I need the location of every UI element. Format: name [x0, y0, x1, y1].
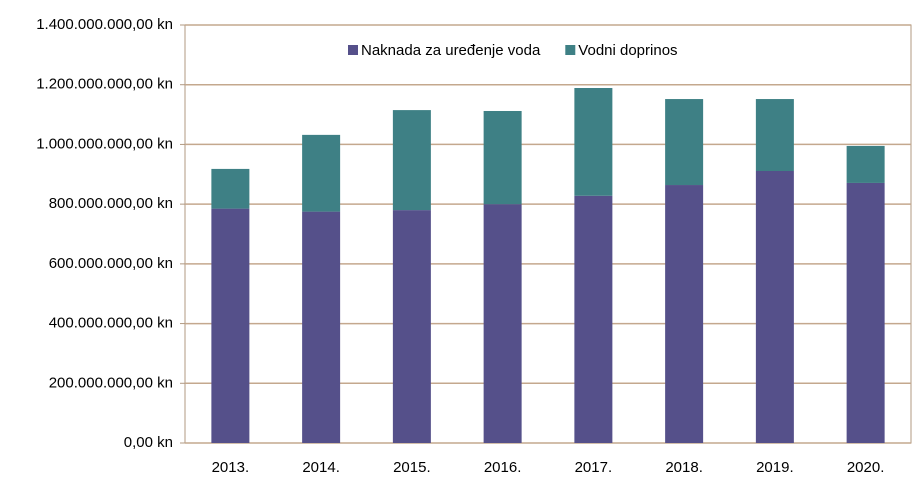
- bar-segment: [665, 99, 704, 186]
- bar-segment: [392, 210, 431, 443]
- y-tick-label: 1.000.000.000,00 kn: [36, 135, 173, 152]
- bar-segment: [302, 134, 341, 212]
- bar-segment: [483, 110, 522, 205]
- legend-swatch: [348, 45, 358, 55]
- y-tick-label: 0,00 kn: [124, 434, 173, 451]
- x-tick-label: 2017.: [575, 459, 613, 476]
- bar-segment: [574, 87, 613, 196]
- y-tick-label: 1.400.000.000,00 kn: [36, 16, 173, 33]
- y-tick-label: 1.200.000.000,00 kn: [36, 76, 173, 93]
- x-tick-label: 2014.: [302, 459, 340, 476]
- bar-segment: [846, 145, 885, 183]
- x-tick-label: 2020.: [847, 459, 885, 476]
- legend-swatch: [565, 45, 576, 55]
- bar-segment: [302, 211, 341, 443]
- bar-segment: [755, 99, 794, 172]
- x-tick-label: 2015.: [393, 459, 431, 476]
- bar-segment: [211, 208, 250, 443]
- bar-segment: [755, 171, 794, 443]
- legend-label: Naknada za uređenje voda: [361, 42, 541, 59]
- bar-segment: [846, 182, 885, 444]
- y-tick-label: 800.000.000,00 kn: [49, 195, 173, 212]
- plot-area: [184, 24, 912, 444]
- y-tick-label: 200.000.000,00 kn: [49, 374, 173, 391]
- x-tick-label: 2016.: [484, 459, 522, 476]
- bar-segment: [483, 204, 522, 443]
- y-tick-label: 400.000.000,00 kn: [49, 315, 173, 332]
- bar-segment: [574, 195, 613, 443]
- x-tick-label: 2019.: [756, 459, 794, 476]
- bar-segment: [665, 185, 704, 443]
- x-tick-label: 2018.: [665, 459, 703, 476]
- y-tick-label: 600.000.000,00 kn: [49, 255, 173, 272]
- bar-segment: [392, 110, 431, 211]
- bar-segment: [211, 168, 250, 209]
- legend-label: Vodni doprinos: [578, 42, 677, 59]
- x-tick-label: 2013.: [212, 459, 250, 476]
